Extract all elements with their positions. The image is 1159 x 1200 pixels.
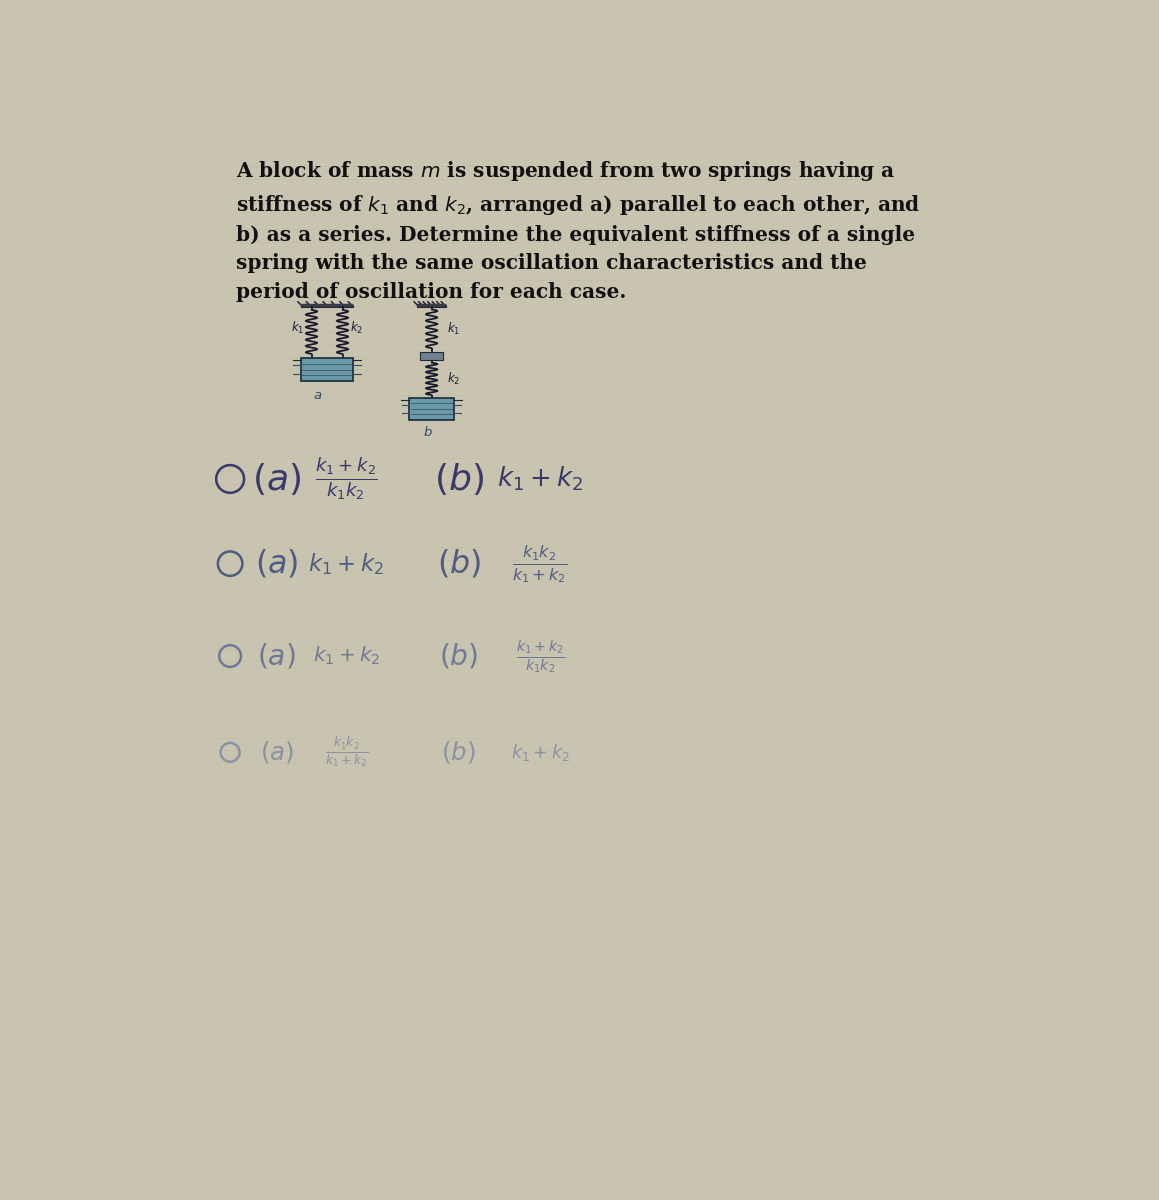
Text: $k_2$: $k_2$ (447, 371, 460, 386)
Text: $k_1 + k_2$: $k_1 + k_2$ (313, 644, 380, 667)
Text: $\frac{k_1 k_2}{k_1+k_2}$: $\frac{k_1 k_2}{k_1+k_2}$ (512, 542, 568, 584)
Text: $k_1 + k_2$: $k_1 + k_2$ (497, 464, 583, 493)
Text: $k_1$: $k_1$ (447, 320, 460, 337)
Text: $\mathit{(b)}$: $\mathit{(b)}$ (433, 461, 483, 497)
Text: $k_1$: $k_1$ (291, 320, 304, 336)
Text: $\frac{k_1+k_2}{k_1 k_2}$: $\frac{k_1+k_2}{k_1 k_2}$ (315, 456, 378, 502)
Text: $\mathit{(b)}$: $\mathit{(b)}$ (437, 547, 481, 580)
Bar (420, 352, 443, 360)
Text: A block of mass $m$ is suspended from two springs having a
stiffness of $k_1$ an: A block of mass $m$ is suspended from tw… (236, 160, 920, 301)
Bar (409, 398, 454, 420)
Text: $\mathit{(a)}$: $\mathit{(a)}$ (255, 547, 298, 580)
Text: $\mathit{(a)}$: $\mathit{(a)}$ (260, 739, 293, 766)
Text: $\frac{k_1+k_2}{k_1 k_2}$: $\frac{k_1+k_2}{k_1 k_2}$ (516, 637, 564, 674)
Text: $\mathit{(b)}$: $\mathit{(b)}$ (439, 642, 479, 671)
Bar (300, 358, 353, 382)
Text: $\mathit{(a)}$: $\mathit{(a)}$ (252, 461, 301, 497)
Text: $\mathit{(a)}$: $\mathit{(a)}$ (257, 642, 296, 671)
Text: $\frac{k_1 k_2}{k_1+k_2}$: $\frac{k_1 k_2}{k_1+k_2}$ (325, 736, 367, 769)
Text: $a$: $a$ (313, 389, 322, 402)
Text: $k_2$: $k_2$ (350, 320, 363, 336)
Text: $\mathit{(b)}$: $\mathit{(b)}$ (442, 739, 476, 766)
Text: $k_1 + k_2$: $k_1 + k_2$ (308, 551, 385, 577)
Text: $k_1 + k_2$: $k_1 + k_2$ (511, 742, 569, 763)
Text: $b$: $b$ (423, 425, 432, 439)
